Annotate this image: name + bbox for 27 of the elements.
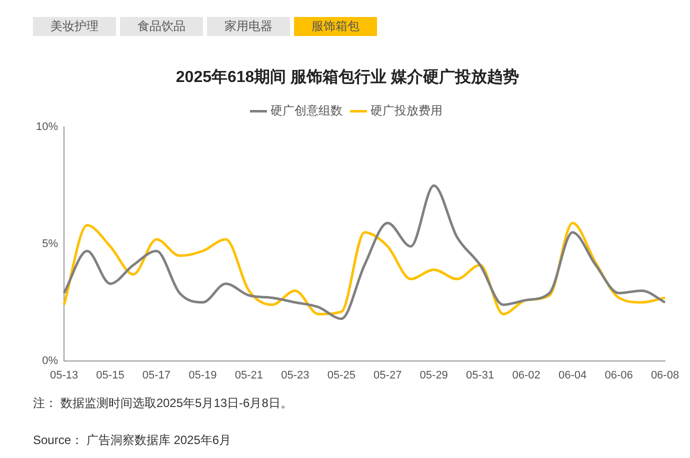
text: 注： 数据监测时间选取2025年5月13日-6月8日。 — [33, 395, 292, 412]
text: 食品饮品 — [120, 17, 203, 36]
x-tick-label: 06-06 — [604, 369, 633, 382]
x-tick-label: 05-31 — [466, 369, 494, 382]
x-tick-label: 06-04 — [558, 369, 587, 382]
y-tick-label: 5% — [42, 238, 58, 250]
x-tick-label: 05-17 — [142, 369, 171, 382]
legend-label: 硬广投放费用 — [370, 104, 442, 118]
x-tick-label: 05-25 — [327, 369, 356, 382]
x-tick-label: 05-29 — [420, 369, 448, 382]
source-note: Source： 广告洞察数据库 2025年6月 — [33, 432, 232, 449]
legend-label: 硬广创意组数 — [270, 104, 342, 118]
x-tick-label: 05-27 — [374, 369, 402, 382]
x-tick-label: 05-15 — [96, 369, 124, 382]
line-series — [62, 184, 666, 320]
text: 服饰箱包 — [294, 17, 377, 36]
text: 家用电器 — [207, 17, 290, 36]
x-tick-label: 06-02 — [512, 369, 540, 382]
y-tick-label: 10% — [36, 121, 58, 134]
text: 美妆护理 — [33, 17, 116, 36]
x-tick-label: 05-21 — [234, 369, 264, 382]
x-tick-label: 05-13 — [50, 369, 78, 382]
y-tick-label: 0% — [42, 354, 58, 367]
chart-title: 2025年618期间 服饰箱包行业 媒介硬广投放趋势 — [176, 68, 520, 86]
x-tick-label: 05-23 — [281, 369, 310, 382]
x-tick-label: 06-08 — [650, 369, 680, 382]
x-tick-label: 05-19 — [188, 369, 217, 382]
